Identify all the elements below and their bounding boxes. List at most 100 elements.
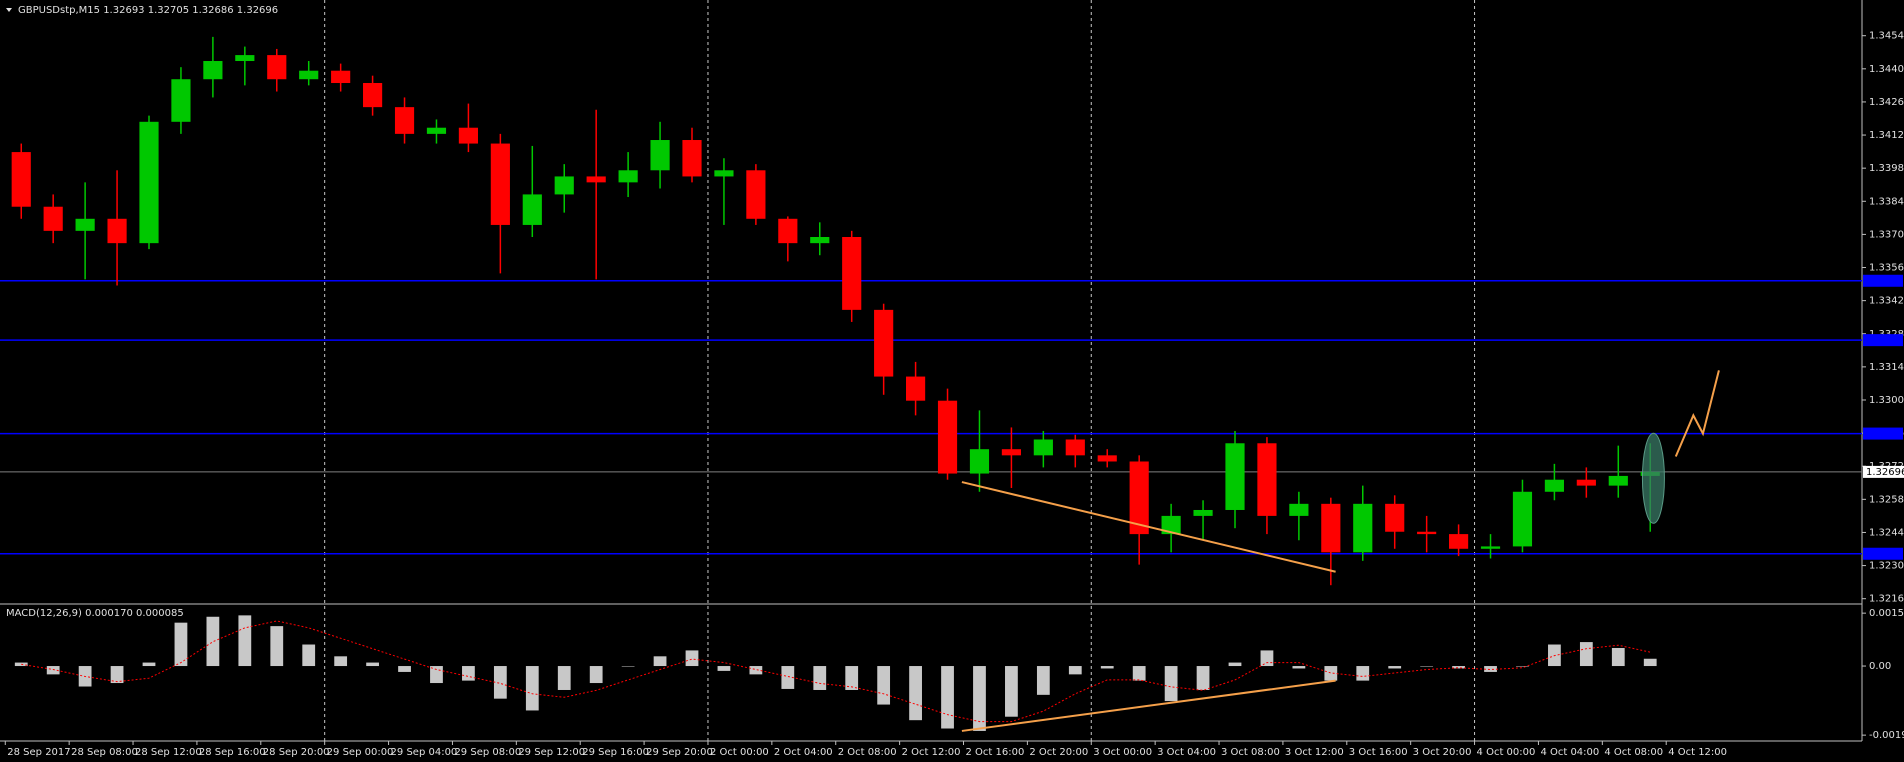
x-tick-label: 2 Oct 16:00: [965, 747, 1024, 758]
x-tick-label: 4 Oct 04:00: [1540, 747, 1599, 758]
x-tick-label: 2 Oct 20:00: [1029, 747, 1088, 758]
histogram-bar: [621, 666, 635, 667]
candle-body: [394, 107, 415, 134]
candle-body: [75, 218, 95, 231]
histogram-bar: [46, 666, 60, 675]
histogram-bar: [973, 666, 986, 731]
candle-body: [906, 376, 926, 401]
candle-body: [426, 127, 447, 134]
x-tick-label: 2 Oct 08:00: [838, 747, 897, 758]
histogram-bar: [1643, 658, 1657, 667]
histogram-bar: [1228, 662, 1242, 667]
candle-body: [1385, 503, 1405, 532]
y-tick-label: 1.33140: [1869, 362, 1904, 373]
candle-body: [1512, 491, 1533, 547]
candle-body: [618, 170, 638, 183]
x-tick-label: 4 Oct 00:00: [1477, 747, 1536, 758]
candle-body: [1129, 461, 1149, 535]
candle-body: [11, 152, 31, 207]
y-tick-label: 1.33560: [1869, 263, 1904, 274]
y-tick-label: 1.33980: [1869, 163, 1904, 174]
x-tick-label: 29 Sep 12:00: [518, 747, 585, 758]
candle-body: [299, 70, 319, 80]
histogram-bar: [749, 666, 763, 675]
candle-body: [363, 83, 383, 108]
histogram-bar: [1100, 666, 1114, 669]
histogram-bar: [398, 666, 411, 672]
histogram-bar: [941, 666, 954, 729]
trendline: [961, 481, 1336, 573]
candle-body: [139, 121, 159, 244]
candle-body: [586, 176, 606, 183]
histogram-bar: [1196, 666, 1210, 690]
histogram-bar: [1132, 666, 1146, 681]
histogram-bar: [430, 666, 443, 684]
y-tick-label: 0.001524: [1869, 608, 1904, 619]
current-price-box: [1863, 465, 1904, 478]
candle-body: [1161, 515, 1181, 535]
histogram-bar: [1388, 666, 1402, 669]
y-tick-label: 1.33420: [1869, 296, 1904, 307]
indicator-title: MACD(12,26,9) 0.000170 0.000085: [6, 608, 184, 619]
y-tick-label: 1.34120: [1869, 130, 1904, 141]
x-tick-label: 4 Oct 12:00: [1668, 747, 1727, 758]
x-tick-label: 29 Sep 04:00: [391, 747, 458, 758]
histogram-bar: [1516, 666, 1529, 667]
histogram-bar: [462, 666, 475, 681]
x-tick-label: 2 Oct 12:00: [902, 747, 961, 758]
histogram-bar: [1324, 666, 1338, 681]
histogram-bar: [238, 615, 252, 667]
histogram-bar: [302, 644, 316, 667]
candle-body: [937, 400, 958, 474]
candle-body: [1417, 531, 1437, 535]
histogram-bar: [1452, 666, 1465, 669]
candle-body: [267, 55, 287, 80]
y-tick-label: -0.001991: [1869, 730, 1904, 741]
candle-body: [1193, 509, 1213, 516]
histogram-bar: [909, 666, 922, 721]
x-tick-label: 28 Sep 12:00: [135, 747, 202, 758]
level-marker: [1863, 334, 1903, 347]
candle-body: [682, 140, 702, 177]
candle-body: [650, 140, 670, 171]
histogram-bar: [1356, 666, 1370, 681]
histogram-bar: [206, 616, 220, 667]
trendline: [961, 679, 1336, 732]
candle-body: [1480, 546, 1501, 549]
signal-line: [21, 620, 1651, 723]
candle-body: [842, 237, 862, 310]
dropdown-icon[interactable]: [6, 8, 12, 12]
histogram-bar: [1420, 666, 1434, 667]
y-tick-label: 1.34400: [1869, 64, 1904, 75]
histogram-bar: [366, 662, 379, 667]
candle-body: [1225, 443, 1245, 510]
histogram-bar: [845, 666, 859, 690]
candle-body: [969, 449, 990, 474]
x-tick-label: 3 Oct 08:00: [1221, 747, 1280, 758]
histogram-bar: [1164, 666, 1178, 702]
histogram-bar: [525, 666, 539, 711]
x-tick-label: 3 Oct 00:00: [1093, 747, 1152, 758]
x-tick-label: 3 Oct 20:00: [1413, 747, 1472, 758]
candle-body: [1544, 479, 1564, 492]
y-tick-label: 1.34260: [1869, 97, 1904, 108]
candle-body: [43, 206, 63, 231]
candle-body: [874, 309, 894, 377]
x-tick-label: 4 Oct 08:00: [1604, 747, 1663, 758]
candle-body: [746, 170, 766, 219]
candle-body: [522, 194, 542, 225]
candle-body: [203, 61, 223, 80]
histogram-bar: [877, 666, 891, 705]
y-tick-label: 1.32580: [1869, 494, 1904, 505]
x-tick-label: 2 Oct 00:00: [710, 747, 769, 758]
candle-body: [778, 218, 798, 244]
candle-body: [458, 127, 478, 144]
candle-body: [107, 218, 127, 244]
candle-body: [1608, 475, 1628, 486]
candle-body: [1449, 534, 1469, 549]
x-tick-label: 28 Sep 2017: [7, 747, 70, 758]
y-tick-label: 1.33000: [1869, 395, 1904, 406]
current-price-label: 1.32696: [1866, 467, 1904, 478]
